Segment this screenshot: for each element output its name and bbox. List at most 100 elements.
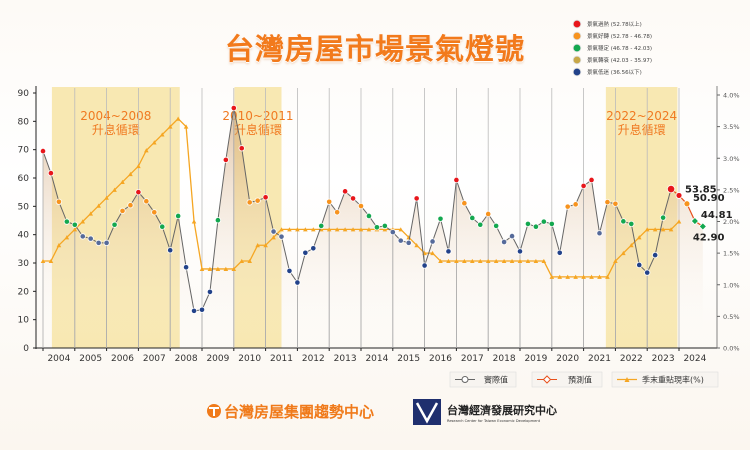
actual-point <box>501 239 507 245</box>
shaded-period-years-label: 2022~2024 <box>606 109 677 123</box>
rate-point <box>660 227 666 232</box>
legend-actual <box>449 371 517 388</box>
rate-point <box>676 219 682 224</box>
forecast-point <box>690 216 700 226</box>
actual-point <box>414 196 419 201</box>
actual-point <box>271 229 276 234</box>
rate-point <box>549 274 555 279</box>
actual-point <box>533 224 539 230</box>
legend-forecast <box>531 371 603 388</box>
actual-point <box>191 308 197 314</box>
actual-point <box>231 105 237 111</box>
legend-forecast-label: 預測值 <box>568 375 592 385</box>
actual-point <box>167 247 173 253</box>
actual-point <box>311 245 316 251</box>
actual-point <box>366 213 372 219</box>
forecast-point <box>683 200 691 208</box>
actual-point <box>438 216 443 222</box>
rate-point <box>350 227 356 232</box>
x-tick-label: 2010 <box>238 354 261 364</box>
actual-point <box>525 221 531 227</box>
signal-legend-label: 景氣過熱 (52.78以上) <box>587 20 642 28</box>
actual-point <box>644 270 650 275</box>
actual-point <box>40 148 46 154</box>
left-tick-label: 30 <box>18 259 30 269</box>
rate-point <box>303 227 308 232</box>
legend-rate-marker <box>624 377 630 382</box>
signal-legend-label: 景氣穩定 (46.78 - 42.03) <box>587 44 652 52</box>
rate-point <box>462 258 467 264</box>
actual-point <box>636 262 642 268</box>
actual-point <box>398 238 404 243</box>
actual-point <box>557 250 563 256</box>
rate-point <box>279 227 284 232</box>
rate-point <box>144 148 149 153</box>
rate-point <box>152 140 157 145</box>
rate-point <box>136 163 141 169</box>
rate-point <box>80 219 86 224</box>
rate-point <box>517 258 523 264</box>
rate-point <box>72 227 78 232</box>
right-tick-label: 4.0% <box>723 92 740 100</box>
signal-legend-swatch <box>572 55 582 65</box>
actual-point <box>374 225 380 230</box>
signal-legend-label: 景氣轉衰 (42.03 - 35.97) <box>587 56 652 64</box>
legend-forecast-marker <box>542 375 552 384</box>
actual-point <box>72 222 78 228</box>
actual-point <box>128 202 133 208</box>
actual-point <box>406 240 412 246</box>
right-tick-label: 0.5% <box>723 313 740 321</box>
actual-point <box>485 211 491 217</box>
actual-point <box>295 280 300 285</box>
rate-point <box>96 203 101 208</box>
rate-point <box>40 258 46 264</box>
actual-point <box>605 199 610 205</box>
rate-point <box>120 179 125 184</box>
rate-point <box>565 274 570 279</box>
rate-point <box>271 235 276 240</box>
rate-point <box>167 124 173 129</box>
x-tick-label: 2023 <box>652 354 675 364</box>
rate-point <box>128 171 133 177</box>
forecast-point <box>675 192 683 199</box>
shaded-period-text-label: 升息循環 <box>92 122 140 137</box>
actual-point <box>144 198 149 204</box>
actual-point <box>581 183 586 189</box>
legend-actual-label: 實際值 <box>484 375 508 385</box>
rate-point <box>573 274 578 279</box>
actual-point <box>88 236 93 241</box>
x-tick-label: 2019 <box>524 354 547 364</box>
rate-point <box>493 258 499 264</box>
actual-point <box>454 177 459 183</box>
left-tick-label: 80 <box>18 117 30 127</box>
actual-point <box>358 203 364 209</box>
rate-point <box>621 250 626 256</box>
shaded-period-years-label: 2010~2011 <box>222 109 293 123</box>
x-tick-label: 2006 <box>111 354 134 364</box>
rate-point <box>398 227 404 232</box>
x-tick-label: 2017 <box>461 354 484 364</box>
actual-point <box>199 307 205 313</box>
rate-point <box>446 258 451 264</box>
x-tick-label: 2014 <box>365 354 388 364</box>
x-tick-label: 2016 <box>429 354 452 364</box>
signal-legend-swatch <box>572 19 582 29</box>
left-tick-label: 70 <box>18 146 30 156</box>
left-tick-label: 20 <box>18 287 30 297</box>
signal-legend-swatch <box>572 43 582 53</box>
rate-point <box>326 227 332 232</box>
rate-point <box>613 258 618 264</box>
actual-point <box>613 201 618 207</box>
chart-title: 台灣房屋市場景氣燈號 <box>224 32 525 66</box>
actual-point <box>152 209 157 215</box>
rate-point <box>191 219 197 224</box>
actual-point <box>573 202 578 207</box>
actual-point <box>207 289 213 295</box>
left-tick-label: 50 <box>18 202 30 212</box>
actual-point <box>239 145 245 151</box>
rate-point <box>48 258 54 264</box>
x-tick-label: 2007 <box>143 354 166 364</box>
rate-point <box>215 266 221 271</box>
rate-point <box>183 124 189 129</box>
actual-point <box>470 215 475 221</box>
